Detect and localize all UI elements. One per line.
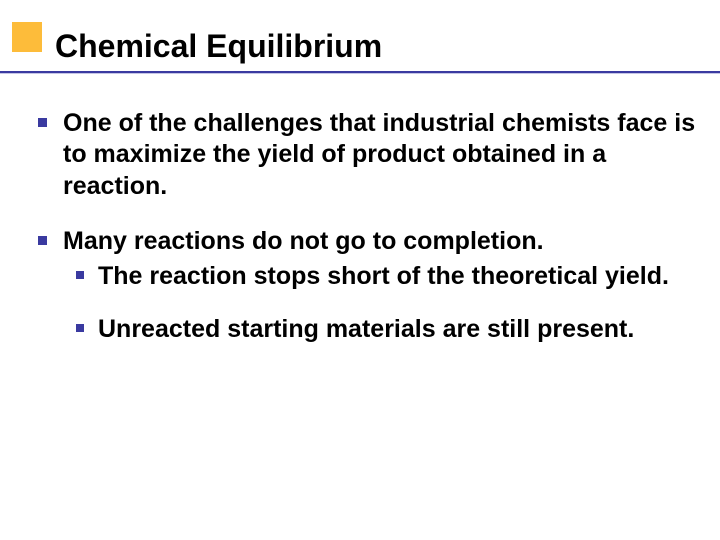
sub-bullet-text: Unreacted starting materials are still p…: [98, 314, 634, 345]
content-area: One of the challenges that industrial ch…: [38, 108, 710, 368]
bullet-text: One of the challenges that industrial ch…: [63, 108, 710, 202]
sub-list-item: The reaction stops short of the theoreti…: [76, 261, 710, 292]
sub-list-item: Unreacted starting materials are still p…: [76, 314, 710, 345]
slide-title: Chemical Equilibrium: [55, 28, 690, 71]
list-item: One of the challenges that industrial ch…: [38, 108, 710, 202]
bullet-text: Many reactions do not go to completion.: [63, 226, 544, 257]
sub-bullet-text: The reaction stops short of the theoreti…: [98, 261, 669, 292]
title-underline-light: [0, 73, 720, 74]
title-container: Chemical Equilibrium: [55, 28, 690, 71]
square-bullet-icon: [76, 324, 84, 332]
list-item: Many reactions do not go to completion.: [38, 226, 710, 257]
square-bullet-icon: [38, 118, 47, 127]
square-bullet-icon: [38, 236, 47, 245]
sub-list: The reaction stops short of the theoreti…: [76, 261, 710, 346]
accent-square: [12, 22, 42, 52]
square-bullet-icon: [76, 271, 84, 279]
